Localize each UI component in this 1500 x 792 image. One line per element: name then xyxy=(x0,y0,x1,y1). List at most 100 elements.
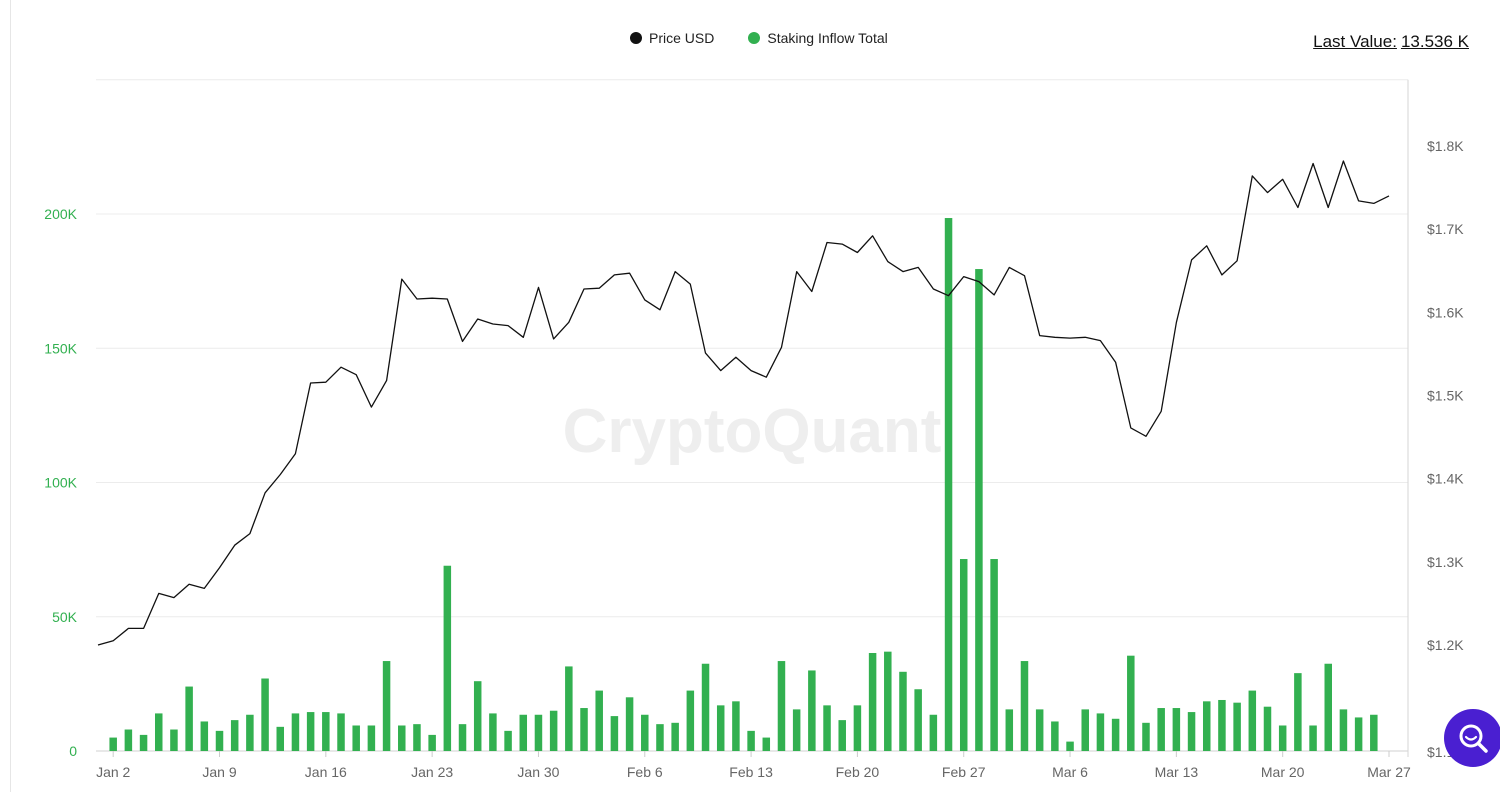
x-axis-tick-label: Mar 13 xyxy=(1155,764,1199,780)
inflow-bar xyxy=(322,712,330,751)
last-value-number: 13.536 K xyxy=(1400,32,1469,51)
inflow-bar xyxy=(975,269,983,751)
inflow-bar xyxy=(1096,713,1105,751)
right-axis-tick-label: $1.5K xyxy=(1427,388,1464,404)
inflow-bar xyxy=(595,690,603,751)
inflow-bar xyxy=(261,678,269,751)
inflow-bar xyxy=(868,652,877,751)
inflow-bar xyxy=(884,651,892,751)
inflow-bar xyxy=(170,729,178,751)
inflow-bar xyxy=(1339,709,1348,751)
inflow-bar xyxy=(230,720,239,751)
inflow-bar xyxy=(1111,718,1120,751)
right-axis-tick-label: $1.6K xyxy=(1427,304,1464,320)
inflow-bar xyxy=(838,720,846,751)
inflow-bar xyxy=(899,671,907,751)
inflow-bar xyxy=(185,686,193,751)
watermark-text: CryptoQuant xyxy=(563,397,942,466)
inflow-bar xyxy=(382,661,391,751)
right-axis-tick-label: $1.7K xyxy=(1427,221,1464,237)
inflow-bar xyxy=(1172,708,1181,751)
inflow-bar xyxy=(1294,673,1302,751)
legend-label-inflow: Staking Inflow Total xyxy=(767,30,888,46)
inflow-bar xyxy=(443,565,452,751)
inflow-bar xyxy=(1066,741,1074,751)
right-axis-tick-label: $1.4K xyxy=(1427,471,1464,487)
inflow-bar xyxy=(1202,701,1211,751)
inflow-bar xyxy=(109,737,117,751)
search-button[interactable] xyxy=(1444,709,1500,767)
inflow-bar xyxy=(671,722,679,751)
inflow-legend-dot-icon xyxy=(748,32,761,44)
inflow-bar xyxy=(959,559,968,751)
inflow-bar xyxy=(200,721,209,751)
inflow-bar xyxy=(580,708,588,751)
x-axis-tick-label: Mar 6 xyxy=(1052,764,1088,780)
panel-border xyxy=(10,0,11,792)
x-axis-tick-label: Feb 6 xyxy=(627,764,663,780)
inflow-bar xyxy=(1005,709,1014,751)
left-axis-tick-label: 200K xyxy=(44,206,77,222)
inflow-bar xyxy=(914,689,922,751)
price-line xyxy=(97,160,1390,646)
inflow-bar xyxy=(1233,702,1241,751)
inflow-bar xyxy=(413,724,421,751)
search-icon xyxy=(1459,724,1488,753)
legend-item-inflow[interactable]: Staking Inflow Total xyxy=(748,30,888,46)
inflow-bar xyxy=(291,713,300,751)
inflow-bar xyxy=(1187,712,1196,751)
inflow-bar xyxy=(155,713,163,751)
x-axis-tick-label: Jan 30 xyxy=(517,764,559,780)
inflow-bar xyxy=(398,725,406,751)
inflow-bar xyxy=(489,713,497,751)
inflow-bar xyxy=(1127,655,1135,751)
inflow-bar xyxy=(1142,722,1150,751)
right-axis-tick-label: $1.2K xyxy=(1427,637,1464,653)
x-axis-tick-label: Feb 27 xyxy=(942,764,986,780)
left-axis-tick-label: 100K xyxy=(44,475,77,491)
inflow-bar xyxy=(823,705,831,751)
inflow-bar xyxy=(1324,663,1332,751)
inflow-bar xyxy=(853,705,862,751)
inflow-bar xyxy=(1263,706,1272,751)
inflow-bar xyxy=(641,714,649,751)
x-axis-tick-label: Jan 16 xyxy=(305,764,347,780)
inflow-bar xyxy=(246,714,254,751)
inflow-bar xyxy=(762,737,771,751)
legend-item-price[interactable]: Price USD xyxy=(630,30,714,46)
inflow-bar xyxy=(504,730,512,751)
inflow-bar xyxy=(792,709,801,751)
inflow-bar xyxy=(929,714,938,751)
inflow-bar xyxy=(732,701,740,751)
inflow-bar xyxy=(1035,709,1044,751)
last-value-link[interactable]: Last Value: 13.536 K xyxy=(1313,32,1469,52)
left-axis-tick-label: 50K xyxy=(52,609,78,625)
chart-legend: Price USD Staking Inflow Total xyxy=(630,30,888,46)
inflow-bar xyxy=(656,724,664,751)
inflow-bar xyxy=(1157,708,1165,751)
inflow-bar xyxy=(716,705,725,751)
inflow-bar xyxy=(139,734,148,751)
inflow-bar xyxy=(625,697,634,751)
x-axis-tick-label: Mar 27 xyxy=(1367,764,1411,780)
inflow-bar xyxy=(1370,714,1378,751)
inflow-bar xyxy=(610,716,619,751)
inflow-bar xyxy=(458,724,467,751)
inflow-bar xyxy=(352,725,360,751)
inflow-bar xyxy=(1051,721,1059,751)
inflow-bar xyxy=(367,725,376,751)
x-axis-tick-label: Feb 20 xyxy=(836,764,880,780)
inflow-bar xyxy=(215,730,224,751)
inflow-bar xyxy=(565,666,573,751)
inflow-bar xyxy=(519,714,528,751)
left-axis-tick-label: 150K xyxy=(44,340,77,356)
inflow-bar xyxy=(808,670,816,751)
inflow-bar xyxy=(777,661,786,751)
x-axis-tick-label: Jan 2 xyxy=(96,764,130,780)
inflow-bar xyxy=(549,710,558,751)
inflow-bar xyxy=(1354,717,1363,751)
inflow-bar xyxy=(1218,699,1226,751)
inflow-bar xyxy=(1081,709,1089,751)
right-axis-tick-label: $1.3K xyxy=(1427,554,1464,570)
